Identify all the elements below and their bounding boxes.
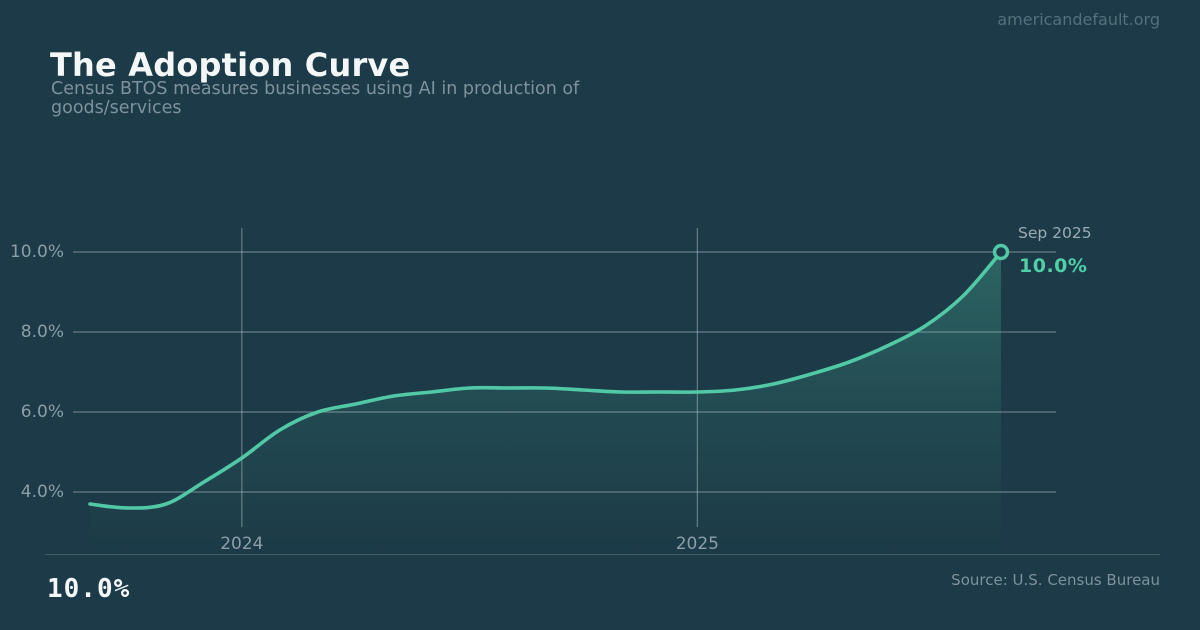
page-subtitle: Census BTOS measures businesses using AI… [51,79,580,118]
adoption-line [88,250,1003,510]
footer-divider [45,554,1160,555]
page-title: The Adoption Curve [50,46,411,84]
x-axis-tick-label: 2025 [675,534,719,554]
endpoint-value-label: 10.0% [1019,255,1088,277]
y-axis-tick-label: 6.0% [20,402,64,422]
y-axis-tick-label: 10.0% [9,242,64,262]
y-axis-tick-label: 8.0% [20,322,64,342]
area-fill [90,252,1001,553]
latest-value-readout: 10.0% [47,574,131,604]
endpoint-date-label: Sep 2025 [1018,224,1092,242]
x-axis-tick-label: 2024 [220,534,264,554]
site-attribution: americandefault.org [997,10,1160,29]
y-axis-tick-label: 4.0% [20,482,64,502]
source-attribution: Source: U.S. Census Bureau [951,571,1160,589]
endpoint-marker [992,243,1010,261]
